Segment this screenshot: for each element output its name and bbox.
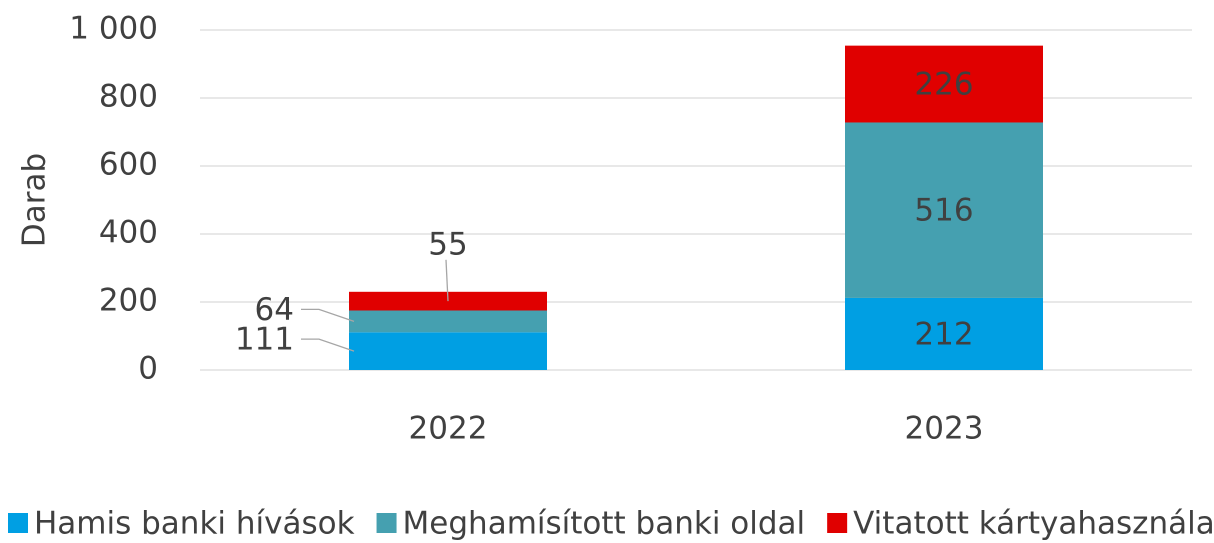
- leader-line: [445, 259, 449, 302]
- legend-label: Hamis banki hívások: [34, 506, 355, 542]
- data-label: 111: [235, 322, 294, 358]
- bar-segment: [845, 45, 1043, 123]
- legend-label: Meghamísított banki oldal: [403, 506, 806, 542]
- y-tick-label: 200: [99, 283, 158, 319]
- bar-segment: [349, 332, 547, 370]
- data-label: 64: [255, 292, 294, 328]
- y-tick-label: 800: [99, 79, 158, 115]
- leader-line: [301, 338, 355, 352]
- data-label: 212: [914, 316, 973, 352]
- y-tick-label: 400: [99, 215, 158, 251]
- data-label: 226: [914, 67, 973, 103]
- y-tick-label: 600: [99, 147, 158, 183]
- legend-label: Vitatott kártyahasználat: [853, 506, 1214, 542]
- legend-swatch: [827, 513, 848, 533]
- x-tick-label: 2022: [409, 411, 488, 447]
- legend-swatch: [376, 513, 397, 533]
- y-axis-label: Darab: [17, 153, 53, 247]
- bar-segment: [845, 297, 1043, 370]
- bar-segment: [845, 122, 1043, 298]
- bar-segment: [349, 310, 547, 333]
- data-label: 516: [914, 193, 973, 229]
- x-tick-label: 2023: [905, 411, 984, 447]
- y-tick-label: 0: [138, 351, 158, 387]
- leader-line: [301, 308, 355, 322]
- y-tick-label: 1 000: [69, 11, 158, 47]
- legend-swatch: [8, 513, 28, 533]
- data-label: 55: [428, 226, 467, 262]
